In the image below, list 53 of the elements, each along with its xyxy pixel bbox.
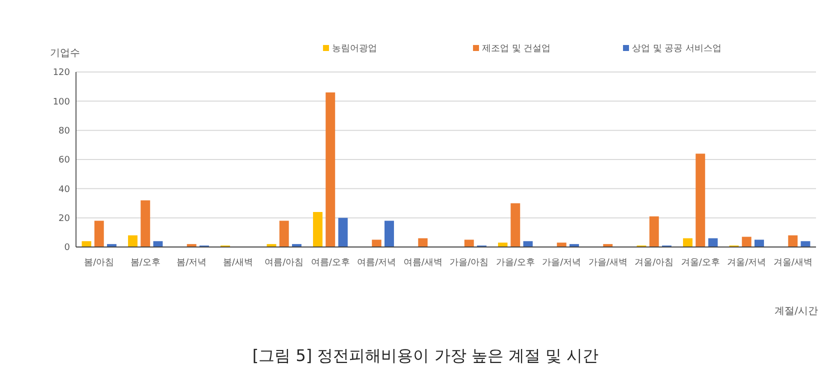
bar: [384, 220, 394, 247]
bar: [696, 154, 706, 247]
x-tick-label: 가을/새벽: [588, 258, 628, 268]
bar: [498, 242, 508, 247]
y-axis-title: 기업수: [50, 48, 80, 59]
bar: [82, 241, 92, 247]
x-tick-label: 겨울/아침: [634, 258, 674, 268]
x-tick-label: 봄/오후: [130, 258, 160, 268]
y-tick-label: 80: [58, 126, 70, 136]
y-tick-label: 0: [64, 243, 70, 254]
y-tick-label: 100: [52, 97, 70, 108]
y-tick-label: 20: [58, 214, 70, 224]
bar: [683, 238, 692, 247]
bar: [523, 241, 533, 247]
bar: [800, 241, 810, 247]
y-tick-label: 40: [58, 184, 70, 195]
x-tick-label: 봄/저녁: [176, 258, 207, 268]
bar: [140, 200, 150, 247]
x-tick-label: 봄/아침: [84, 258, 114, 268]
bar: [418, 238, 428, 247]
bar: [338, 218, 348, 247]
x-tick-label: 여름/저녁: [357, 258, 396, 268]
bar: [372, 240, 382, 247]
x-tick-label: 가을/저녁: [542, 258, 582, 268]
bar: [649, 216, 659, 247]
x-tick-label: 가을/아침: [450, 258, 489, 268]
bar: [326, 92, 336, 247]
text: [그림 5] 정전피해비용이 가장 높은 계절 및 시간: [252, 346, 599, 365]
x-tick-label: 가을/오후: [496, 258, 535, 268]
x-tick-label: 겨울/오후: [680, 258, 720, 268]
x-tick-label: 여름/아침: [264, 258, 304, 268]
bar: [742, 236, 752, 247]
bar: [556, 242, 566, 247]
y-tick-label: 60: [58, 156, 70, 166]
x-axis-title: 계절/시간: [774, 306, 818, 317]
legend-label: 제조업 및 건설업: [482, 44, 551, 54]
x-tick-label: 겨울/저녁: [727, 258, 766, 268]
bar: [128, 235, 138, 247]
x-tick-label: 봄/새벽: [222, 258, 253, 268]
x-tick-label: 겨울/새벽: [773, 258, 812, 268]
bar: [754, 240, 764, 247]
bar: [788, 235, 798, 247]
legend-label: 농림어광업: [332, 44, 377, 54]
bar: [279, 220, 289, 247]
bar: [153, 241, 163, 247]
bar: [510, 203, 520, 247]
x-tick-label: 여름/새벽: [403, 258, 442, 268]
bar: [464, 240, 474, 247]
y-tick-label: 120: [52, 68, 70, 78]
bar: [313, 212, 322, 247]
x-tick-label: 여름/오후: [310, 258, 350, 268]
bar: [94, 220, 104, 247]
legend-label: 상업 및 공공 서비스업: [632, 44, 722, 54]
